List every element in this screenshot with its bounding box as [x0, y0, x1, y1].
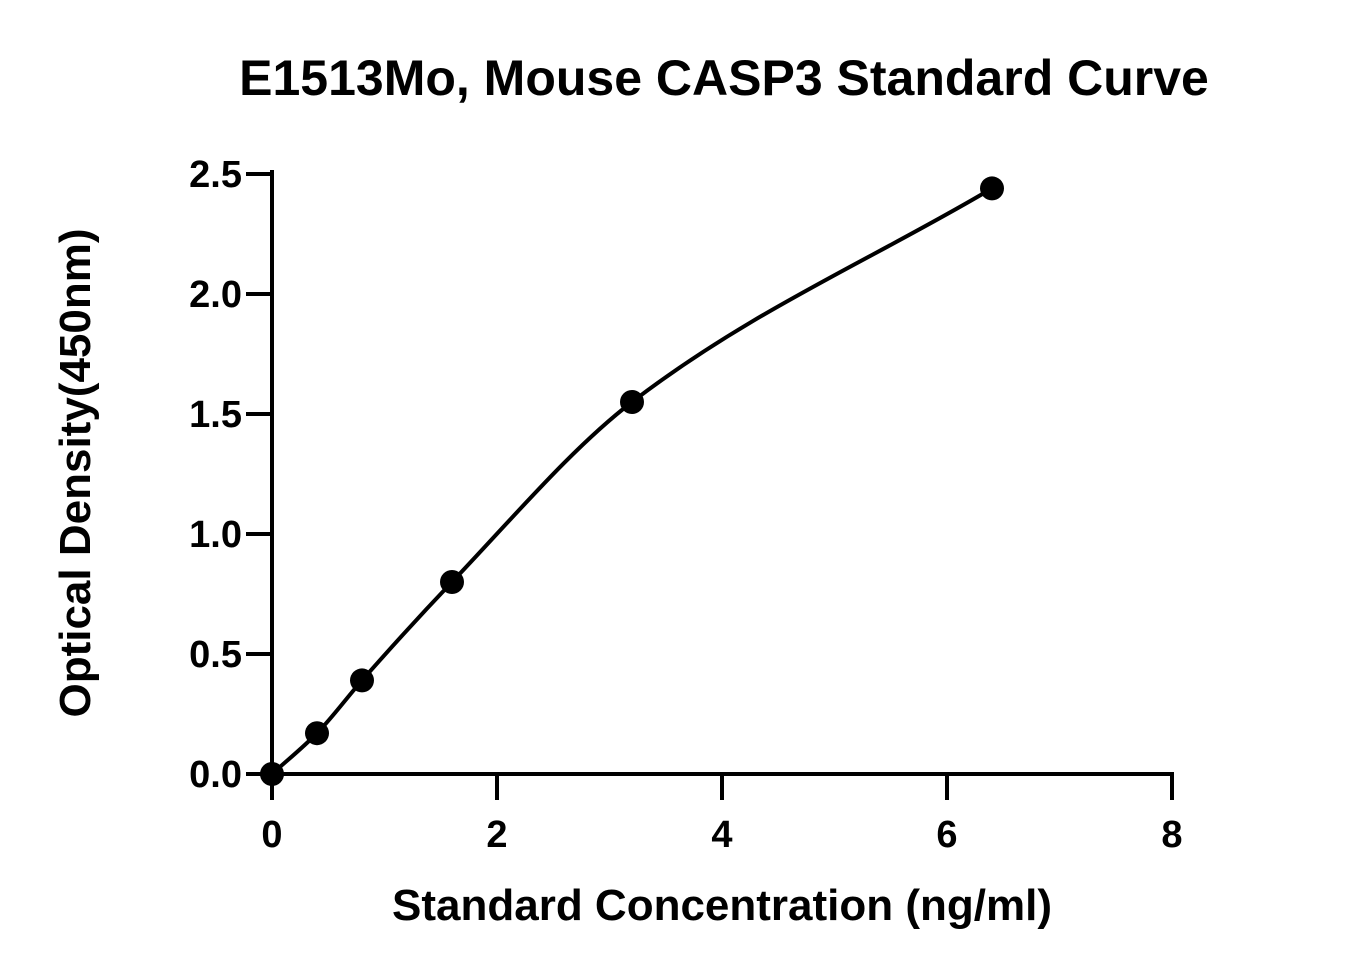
data-point [305, 721, 329, 746]
x-axis-label: Standard Concentration (ng/ml) [392, 881, 1052, 930]
data-point [620, 390, 644, 414]
y-axis-label: Optical Density(450nm) [51, 228, 100, 717]
x-tick-label: 6 [936, 814, 957, 856]
y-tick-label: 2.0 [189, 274, 242, 316]
axes [246, 170, 1174, 800]
y-tick-label: 0.0 [189, 754, 242, 796]
x-tick-label: 4 [711, 814, 732, 856]
x-tick-label: 8 [1161, 814, 1182, 856]
tick-labels: 0.0 0.5 1.0 1.5 2.0 2.5 0 2 4 6 8 [189, 154, 1182, 856]
data-point [440, 570, 464, 594]
x-tick-label: 0 [261, 814, 282, 856]
x-tick-label: 2 [486, 814, 507, 856]
y-tick-label: 1.0 [189, 514, 242, 556]
data-point [260, 762, 284, 786]
data-points-layer [260, 176, 1004, 786]
fit-curve-layer [270, 186, 994, 776]
chart-title: E1513Mo, Mouse CASP3 Standard Curve [239, 50, 1209, 106]
data-point [980, 176, 1004, 201]
y-tick-label: 2.5 [189, 154, 242, 196]
y-tick-label: 0.5 [189, 634, 242, 676]
y-tick-label: 1.5 [189, 394, 242, 436]
fit-curve-line [270, 186, 994, 776]
data-point [350, 668, 374, 693]
